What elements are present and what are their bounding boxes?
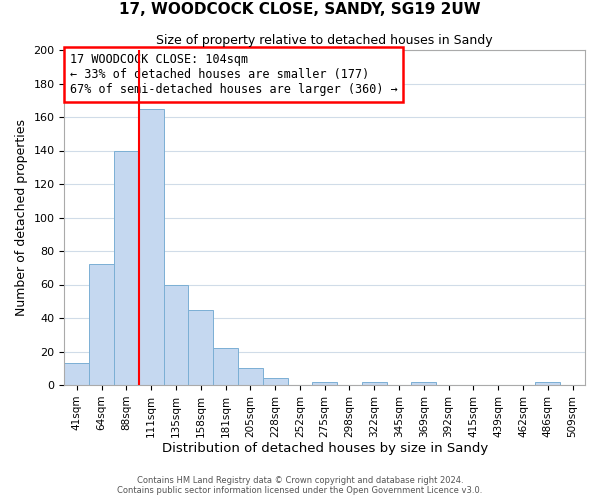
Bar <box>139 108 164 385</box>
Bar <box>535 382 560 385</box>
Y-axis label: Number of detached properties: Number of detached properties <box>15 119 28 316</box>
Text: Contains HM Land Registry data © Crown copyright and database right 2024.
Contai: Contains HM Land Registry data © Crown c… <box>118 476 482 495</box>
Title: Size of property relative to detached houses in Sandy: Size of property relative to detached ho… <box>157 34 493 48</box>
Bar <box>213 348 238 385</box>
Text: 17, WOODCOCK CLOSE, SANDY, SG19 2UW: 17, WOODCOCK CLOSE, SANDY, SG19 2UW <box>119 2 481 18</box>
Bar <box>89 264 114 385</box>
Bar <box>362 382 386 385</box>
Bar <box>164 284 188 385</box>
Text: 17 WOODCOCK CLOSE: 104sqm
← 33% of detached houses are smaller (177)
67% of semi: 17 WOODCOCK CLOSE: 104sqm ← 33% of detac… <box>70 54 397 96</box>
Bar <box>313 382 337 385</box>
Bar <box>412 382 436 385</box>
Bar <box>64 363 89 385</box>
Bar <box>263 378 287 385</box>
Bar <box>188 310 213 385</box>
Bar <box>114 150 139 385</box>
X-axis label: Distribution of detached houses by size in Sandy: Distribution of detached houses by size … <box>161 442 488 456</box>
Bar <box>238 368 263 385</box>
